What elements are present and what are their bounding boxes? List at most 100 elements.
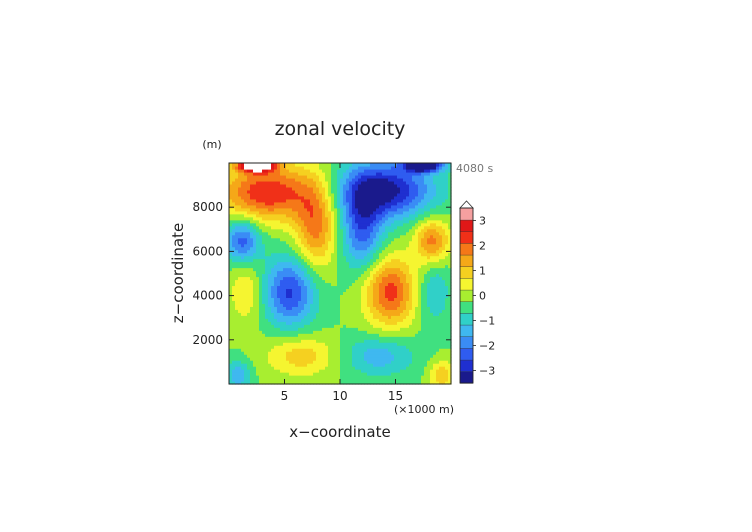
heatmap-cell xyxy=(229,207,233,212)
heatmap-cell xyxy=(319,171,323,176)
heatmap-cell xyxy=(373,372,377,376)
heatmap-cell xyxy=(235,372,239,376)
heatmap-cell xyxy=(415,351,419,355)
heatmap-cell xyxy=(391,312,395,316)
heatmap-cell xyxy=(238,297,242,301)
heatmap-cell xyxy=(301,231,305,236)
heatmap-cell xyxy=(313,255,317,260)
heatmap-cell xyxy=(322,333,326,337)
heatmap-cell xyxy=(262,231,266,236)
heatmap-cell xyxy=(232,222,236,227)
heatmap-cell xyxy=(229,195,233,200)
heatmap-cell xyxy=(397,216,401,221)
heatmap-cell xyxy=(334,282,338,287)
heatmap-cell xyxy=(262,273,266,278)
heatmap-cell xyxy=(382,174,386,179)
heatmap-cell xyxy=(367,312,371,316)
heatmap-cell xyxy=(280,354,284,358)
heatmap-cell xyxy=(280,267,284,272)
heatmap-cell xyxy=(361,267,365,272)
heatmap-cell xyxy=(361,249,365,254)
heatmap-cell xyxy=(415,225,419,230)
heatmap-cell xyxy=(304,225,308,230)
heatmap-cell xyxy=(229,183,233,188)
heatmap-cell xyxy=(292,228,296,233)
heatmap-cell xyxy=(394,312,398,316)
heatmap-cell xyxy=(331,372,335,376)
heatmap-cell xyxy=(337,282,341,287)
heatmap-cell xyxy=(349,252,353,257)
heatmap-cell xyxy=(259,261,263,266)
heatmap-cell xyxy=(307,171,311,176)
heatmap-cell xyxy=(310,163,314,167)
heatmap-cell xyxy=(232,258,236,263)
heatmap-cell xyxy=(424,312,428,316)
heatmap-cell xyxy=(229,378,233,382)
heatmap-cell xyxy=(247,183,251,188)
heatmap-cell xyxy=(235,333,239,337)
heatmap-cell xyxy=(391,183,395,188)
heatmap-cell xyxy=(271,231,275,236)
heatmap-cell xyxy=(307,216,311,221)
heatmap-cell xyxy=(358,255,362,260)
heatmap-cell xyxy=(358,222,362,227)
heatmap-cell xyxy=(244,318,248,322)
heatmap-cell xyxy=(295,318,299,322)
heatmap-cell xyxy=(232,303,236,307)
heatmap-cell xyxy=(367,363,371,367)
heatmap-cell xyxy=(349,243,353,248)
heatmap-cell xyxy=(427,171,431,176)
heatmap-cell xyxy=(418,246,422,251)
heatmap-cell xyxy=(229,309,233,313)
heatmap-cell xyxy=(385,210,389,215)
heatmap-cell xyxy=(328,198,332,203)
heatmap-cell xyxy=(409,357,413,361)
heatmap-cell xyxy=(397,282,401,287)
heatmap-cell xyxy=(268,312,272,316)
heatmap-cell xyxy=(256,381,260,385)
heatmap-cell xyxy=(376,267,380,272)
heatmap-cell xyxy=(391,336,395,340)
heatmap-cell xyxy=(370,333,374,337)
heatmap-cell xyxy=(361,291,365,296)
heatmap-cell xyxy=(403,225,407,230)
heatmap-cell xyxy=(295,192,299,197)
heatmap-cell xyxy=(409,321,413,325)
heatmap-cell xyxy=(286,198,290,203)
heatmap-cell xyxy=(427,297,431,301)
heatmap-cell xyxy=(328,255,332,260)
heatmap-cell xyxy=(337,294,341,298)
heatmap-cell xyxy=(307,270,311,275)
heatmap-cell xyxy=(241,327,245,331)
heatmap-cell xyxy=(361,285,365,290)
heatmap-cell xyxy=(301,300,305,304)
heatmap-cell xyxy=(277,303,281,307)
heatmap-cell xyxy=(331,192,335,197)
heatmap-cell xyxy=(310,210,314,215)
heatmap-cell xyxy=(391,234,395,239)
heatmap-cell xyxy=(280,333,284,337)
heatmap-cell xyxy=(334,207,338,212)
heatmap-cell xyxy=(322,303,326,307)
heatmap-cell xyxy=(346,330,350,334)
heatmap-cell xyxy=(391,192,395,197)
heatmap-cell xyxy=(331,339,335,343)
heatmap-cell xyxy=(340,252,344,257)
heatmap-cell xyxy=(349,318,353,322)
heatmap-cell xyxy=(382,198,386,203)
heatmap-cell xyxy=(289,318,293,322)
heatmap-cell xyxy=(382,231,386,236)
heatmap-cell xyxy=(271,333,275,337)
heatmap-cell xyxy=(283,360,287,364)
heatmap-cell xyxy=(391,354,395,358)
heatmap-cell xyxy=(238,366,242,370)
heatmap-cell xyxy=(262,330,266,334)
heatmap-cell xyxy=(295,207,299,212)
heatmap-cell xyxy=(325,354,329,358)
heatmap-cell xyxy=(367,306,371,310)
heatmap-cell xyxy=(319,177,323,182)
heatmap-cell xyxy=(409,210,413,215)
heatmap-cell xyxy=(310,324,314,328)
heatmap-cell xyxy=(355,333,359,337)
heatmap-cell xyxy=(265,306,269,310)
